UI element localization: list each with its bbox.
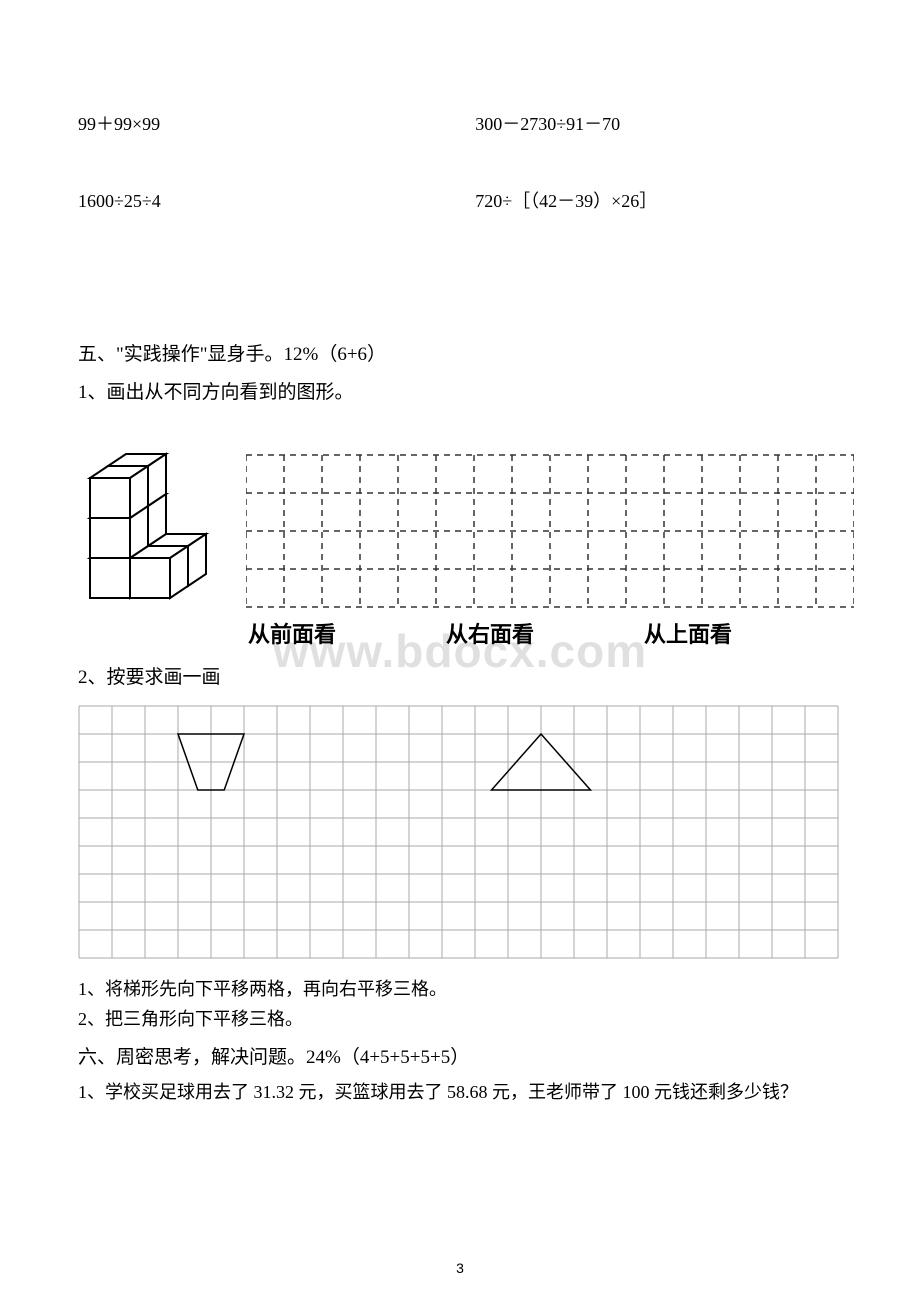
instruction-2: 2、把三角形向下平移三格。: [78, 1004, 842, 1035]
expr-2-right: 720÷［（42－39）×26］: [475, 187, 842, 216]
expr-row-1: 99＋99×99 300－2730÷91－70: [78, 110, 842, 139]
section-6-q1: 1、学校买足球用去了 31.32 元，买篮球用去了 58.68 元，王老师带了 …: [78, 1077, 842, 1108]
solid-grid: [78, 705, 842, 964]
page-number: 3: [456, 1260, 464, 1276]
instruction-1: 1、将梯形先向下平移两格，再向右平移三格。: [78, 974, 842, 1005]
expr-2-left: 1600÷25÷4: [78, 187, 445, 216]
label-front: 从前面看: [248, 617, 336, 649]
label-right: 从右面看: [446, 617, 534, 649]
section-6-heading: 六、周密思考，解决问题。24%（4+5+5+5+5）: [78, 1039, 842, 1077]
view-labels: 从前面看 从右面看 从上面看: [78, 617, 842, 649]
dashed-grid: [246, 454, 854, 613]
section-5-q1: 1、画出从不同方向看到的图形。: [78, 374, 842, 412]
expr-row-2: 1600÷25÷4 720÷［（42－39）×26］: [78, 187, 842, 216]
q1-block: [78, 418, 842, 613]
page: 99＋99×99 300－2730÷91－70 1600÷25÷4 720÷［（…: [0, 0, 920, 1147]
expr-1-left: 99＋99×99: [78, 110, 445, 139]
expr-1-right: 300－2730÷91－70: [475, 110, 842, 139]
section-5-heading: 五、"实践操作"显身手。12%（6+6）: [78, 336, 842, 374]
cubes-figure: [78, 418, 238, 613]
label-top: 从上面看: [644, 617, 732, 649]
section-5-q2: 2、按要求画一画: [78, 659, 842, 697]
